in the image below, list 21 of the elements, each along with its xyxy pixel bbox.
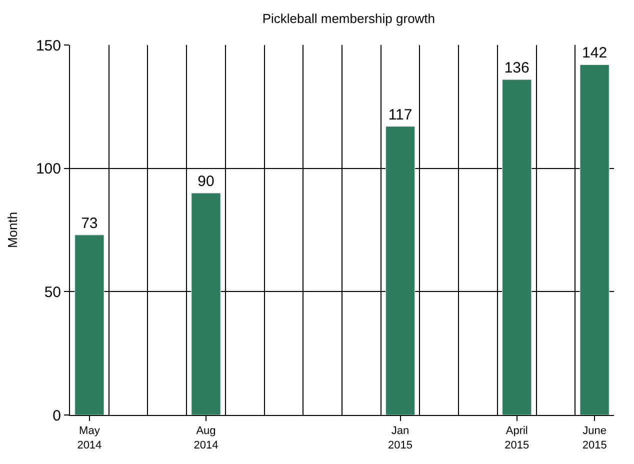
data-label: 117 bbox=[388, 106, 412, 124]
data-label: 142 bbox=[582, 44, 608, 62]
bar bbox=[385, 126, 416, 415]
y-tick-label: 150 bbox=[36, 37, 61, 54]
y-tick-label: 50 bbox=[44, 284, 61, 301]
x-tick-label: April 2015 bbox=[504, 425, 530, 452]
bar bbox=[502, 79, 532, 415]
y-axis-title: Month bbox=[4, 212, 20, 248]
bar bbox=[580, 64, 610, 415]
bar bbox=[191, 192, 221, 415]
x-tick-label: Aug 2014 bbox=[194, 425, 218, 452]
data-label: 136 bbox=[504, 60, 530, 77]
x-tick-label: May 2014 bbox=[77, 425, 102, 452]
data-label: 73 bbox=[81, 214, 98, 232]
y-tick-label: 100 bbox=[36, 160, 61, 178]
data-label: 90 bbox=[198, 173, 214, 190]
y-tick-label: 0 bbox=[52, 407, 61, 424]
x-tick-label: June 2015 bbox=[582, 425, 607, 452]
bar bbox=[74, 234, 104, 415]
x-tick-label: Jan 2015 bbox=[388, 425, 413, 452]
chart-title: Pickleball membership growth bbox=[262, 11, 436, 26]
